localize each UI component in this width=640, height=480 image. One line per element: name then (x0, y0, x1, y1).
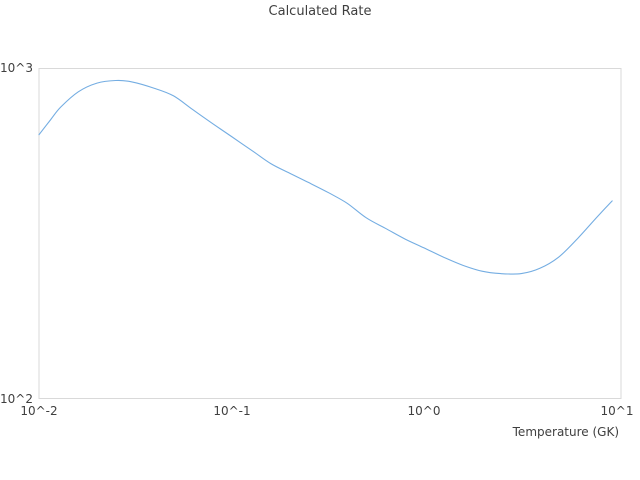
x-tick-label-1e-1: 10^-1 (213, 404, 251, 418)
plot-border (38, 68, 622, 399)
y-tick-label-1e2: 10^2 (0, 392, 33, 406)
x-tick-label-1e1: 10^1 (600, 404, 634, 418)
x-tick-label-1e0: 10^0 (407, 404, 441, 418)
x-tick-label-1e-2: 10^-2 (20, 404, 58, 418)
x-axis-title: Temperature (GK) (512, 425, 619, 439)
y-tick-label-1e3: 10^3 (0, 61, 33, 75)
rate-curve (38, 79, 613, 275)
chart-title: Calculated Rate (268, 4, 372, 19)
